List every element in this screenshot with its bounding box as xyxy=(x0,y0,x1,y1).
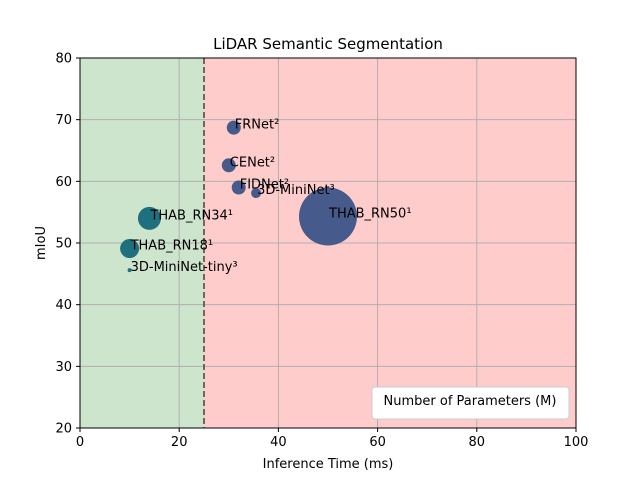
y-tick-label: 70 xyxy=(55,113,72,128)
point-3D-MiniNet³ xyxy=(251,188,262,199)
point-label: THAB_RN34¹ xyxy=(149,208,233,223)
y-tick-label: 30 xyxy=(55,360,72,375)
point-3D-MiniNet-tiny³ xyxy=(127,268,132,273)
point-THAB_RN18¹ xyxy=(120,239,140,259)
x-axis-ticks: 0 20 40 60 80 100 xyxy=(76,428,589,450)
legend-box xyxy=(371,386,570,420)
x-tick-label: 20 xyxy=(171,435,188,450)
point-label: 3D-MiniNet³ xyxy=(257,183,335,198)
y-tick-label: 80 xyxy=(55,52,72,67)
y-axis-ticks: 20 30 40 50 60 70 80 xyxy=(55,52,80,437)
point-CENet² xyxy=(221,158,236,173)
x-tick-label: 60 xyxy=(369,435,386,450)
y-tick-label: 60 xyxy=(55,175,72,190)
y-axis-label: mIoU xyxy=(34,226,49,260)
point-label: 3D-MiniNet-tiny³ xyxy=(131,260,238,275)
y-tick-label: 20 xyxy=(55,422,72,437)
chart-title: LiDAR Semantic Segmentation xyxy=(213,35,443,53)
legend: Number of Parameters (M) xyxy=(371,386,570,420)
point-label: THAB_RN18¹ xyxy=(130,239,214,254)
point-label: FRNet² xyxy=(235,118,280,133)
point-FIDNet² xyxy=(231,180,246,195)
point-THAB_RN34¹ xyxy=(137,206,161,230)
x-tick-label: 80 xyxy=(469,435,486,450)
y-tick-label: 50 xyxy=(55,237,72,252)
x-tick-label: 100 xyxy=(564,435,589,450)
x-tick-label: 40 xyxy=(270,435,287,450)
data-points xyxy=(120,120,357,273)
point-FRNet² xyxy=(226,120,241,135)
point-label: FIDNet² xyxy=(240,178,289,193)
point-label: THAB_RN50¹ xyxy=(328,206,412,221)
x-tick-label: 0 xyxy=(76,435,84,450)
point-THAB_RN50¹ xyxy=(299,187,357,246)
x-axis-label: Inference Time (ms) xyxy=(263,457,394,472)
y-tick-label: 40 xyxy=(55,298,72,313)
legend-title: Number of Parameters (M) xyxy=(384,394,557,409)
point-label: CENet² xyxy=(230,155,275,170)
